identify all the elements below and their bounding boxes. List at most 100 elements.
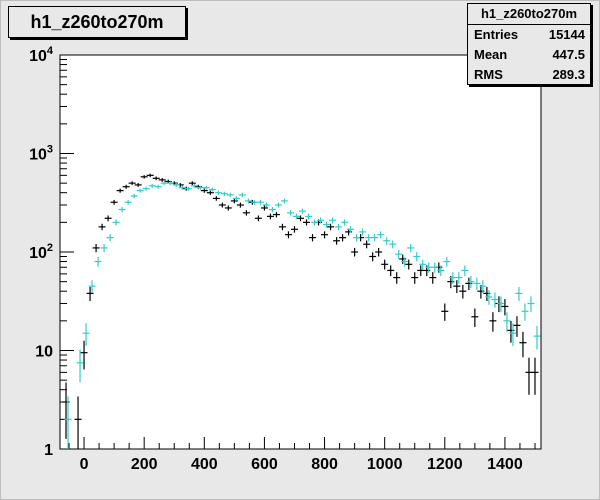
x-tick-label: 1200 bbox=[427, 456, 463, 473]
data-point bbox=[128, 181, 136, 186]
data-point bbox=[317, 217, 325, 224]
data-point bbox=[230, 198, 238, 204]
y-tick-label: 103 bbox=[29, 144, 53, 164]
y-tick-label: 104 bbox=[29, 45, 54, 65]
data-point bbox=[515, 286, 523, 301]
data-point bbox=[513, 316, 521, 337]
data-point bbox=[359, 228, 367, 236]
data-point bbox=[214, 190, 222, 195]
data-point bbox=[473, 277, 481, 291]
data-point bbox=[395, 250, 403, 259]
data-point bbox=[292, 213, 300, 220]
data-point bbox=[459, 284, 467, 299]
data-point bbox=[455, 272, 463, 284]
y-tick-label: 102 bbox=[29, 242, 53, 262]
data-point bbox=[206, 190, 214, 195]
data-point bbox=[256, 199, 264, 205]
stat-label-entries: Entries bbox=[474, 27, 519, 42]
data-point bbox=[525, 357, 533, 395]
data-point bbox=[188, 181, 196, 186]
data-point bbox=[280, 198, 288, 204]
data-point bbox=[501, 299, 509, 316]
data-point bbox=[266, 213, 274, 220]
data-point bbox=[238, 192, 246, 198]
stat-value-entries: 15144 bbox=[548, 27, 585, 42]
data-point bbox=[353, 234, 361, 242]
plot-area bbox=[59, 54, 542, 450]
data-point bbox=[236, 202, 244, 208]
data-point bbox=[260, 205, 268, 211]
data-point bbox=[152, 176, 160, 181]
data-point bbox=[401, 257, 409, 267]
data-point bbox=[100, 244, 108, 253]
data-point bbox=[417, 265, 425, 277]
data-point bbox=[242, 210, 250, 216]
data-point bbox=[351, 247, 359, 257]
data-point bbox=[407, 244, 415, 253]
data-point bbox=[94, 257, 102, 267]
data-point bbox=[122, 184, 130, 189]
data-point bbox=[411, 272, 419, 284]
y-tick-label: 10 bbox=[35, 344, 53, 361]
data-point bbox=[467, 275, 475, 289]
data-point bbox=[311, 219, 319, 226]
data-point bbox=[485, 290, 493, 305]
data-point bbox=[305, 213, 313, 220]
data-point bbox=[154, 184, 162, 189]
data-point bbox=[118, 206, 126, 213]
data-point bbox=[321, 231, 329, 239]
data-point bbox=[479, 280, 487, 294]
axes: 0 200 400 600 800 1000 1200 1400 1 10 102 103 104 bbox=[29, 45, 536, 473]
x-tick-label: 200 bbox=[131, 456, 158, 473]
x-tick-label: 600 bbox=[251, 456, 278, 473]
data-point bbox=[471, 308, 479, 328]
data-point bbox=[220, 191, 228, 197]
data-point bbox=[369, 252, 377, 262]
data-point bbox=[405, 259, 413, 270]
data-point bbox=[365, 234, 373, 242]
data-point bbox=[503, 312, 511, 332]
stat-row-entries: Entries 15144 bbox=[468, 25, 590, 45]
x-tick-label: 800 bbox=[311, 456, 338, 473]
data-point bbox=[178, 185, 186, 190]
data-point bbox=[290, 226, 298, 233]
data-point bbox=[303, 219, 311, 226]
data-point bbox=[64, 396, 72, 449]
data-point bbox=[146, 173, 154, 178]
data-point bbox=[489, 312, 497, 332]
data-point bbox=[202, 185, 210, 190]
data-point bbox=[375, 247, 383, 257]
data-point bbox=[519, 331, 527, 358]
x-tick-label: 400 bbox=[191, 456, 218, 473]
data-point bbox=[341, 219, 349, 226]
data-point bbox=[491, 292, 499, 308]
data-point bbox=[297, 215, 304, 222]
data-point bbox=[453, 280, 461, 294]
data-point bbox=[172, 182, 180, 187]
data-point bbox=[232, 196, 240, 201]
data-point bbox=[244, 198, 252, 204]
data-point bbox=[278, 223, 286, 231]
data-point bbox=[461, 265, 469, 277]
histogram-title: h1_z260to270m bbox=[8, 6, 186, 38]
data-point bbox=[140, 175, 148, 179]
data-point bbox=[200, 188, 208, 193]
data-point bbox=[299, 208, 306, 214]
data-point bbox=[383, 237, 391, 245]
data-point bbox=[82, 323, 90, 346]
data-point bbox=[208, 187, 216, 192]
data-point bbox=[92, 244, 100, 253]
data-point bbox=[377, 231, 385, 239]
data-point bbox=[347, 226, 355, 233]
data-point bbox=[106, 234, 114, 242]
y-tick-label: 1 bbox=[44, 442, 53, 459]
data-point bbox=[363, 240, 371, 249]
data-point bbox=[272, 211, 280, 218]
data-point bbox=[437, 265, 445, 277]
data-point bbox=[160, 181, 168, 186]
data-point bbox=[158, 178, 166, 182]
data-point bbox=[431, 262, 439, 273]
data-point bbox=[389, 240, 397, 249]
data-point bbox=[425, 262, 433, 273]
